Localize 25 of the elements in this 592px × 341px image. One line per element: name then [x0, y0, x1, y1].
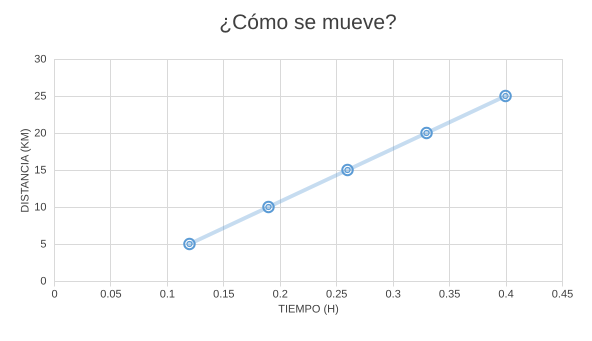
x-tick-label: 0.05: [100, 288, 122, 300]
x-tick-label: 0: [51, 288, 58, 300]
x-tick-label: 0.3: [386, 288, 401, 300]
y-tick-label: 25: [34, 90, 46, 102]
y-tick-label: 10: [34, 202, 46, 214]
y-tick-label: 0: [40, 276, 46, 288]
y-tick-label: 30: [34, 54, 46, 66]
x-axis-title: TIEMPO (H): [278, 304, 339, 316]
y-axis-title: DISTANCIA (KM): [19, 128, 32, 213]
x-tick-label: 0.1: [160, 288, 176, 300]
x-tick-label: 0.2: [272, 288, 288, 300]
point: [420, 126, 433, 140]
y-tick-label: 5: [40, 238, 46, 250]
chart-title: ¿Cómo se mueve?: [219, 11, 397, 34]
point: [262, 200, 275, 214]
x-tick-label: 0.15: [213, 288, 235, 300]
x-tick-label: 0.25: [326, 288, 348, 300]
point: [341, 164, 354, 176]
y-tick-label: 20: [34, 128, 46, 140]
y-tick-label: 15: [34, 164, 46, 176]
point: [499, 90, 512, 102]
point: [183, 238, 196, 250]
x-tick-label: 0.4: [498, 288, 514, 300]
x-tick-label: 0.35: [438, 288, 460, 300]
x-tick-label: 0.45: [552, 288, 574, 300]
